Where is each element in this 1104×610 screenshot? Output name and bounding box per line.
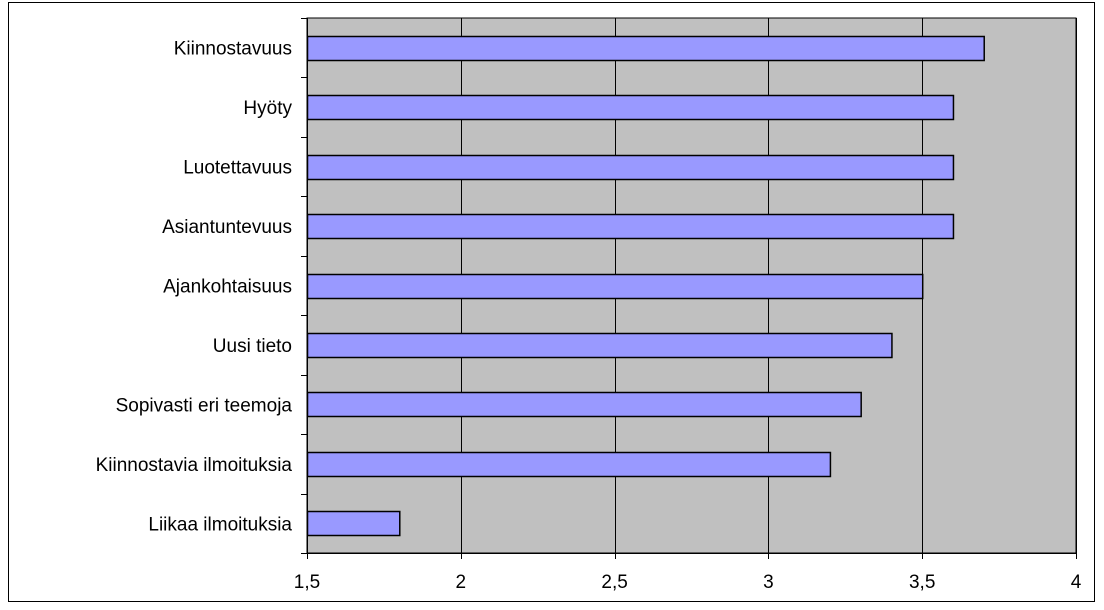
- labels: Kiinnostavuus Hyöty Luotettavuus Asiantunte…: [96, 39, 1082, 593]
- category-label: Hyöty: [243, 98, 292, 119]
- x-tick-label: 1,5: [294, 572, 320, 593]
- category-label: Kiinnostavia ilmoituksia: [96, 455, 293, 476]
- bar-0: [306, 35, 985, 62]
- bar-3: [306, 213, 955, 240]
- bar-1: [306, 94, 955, 121]
- bar-chart: Kiinnostavuus Hyöty Luotettavuus Asiantunte…: [96, 17, 1082, 593]
- bar-5: [306, 332, 893, 359]
- axes: [301, 18, 1077, 559]
- category-label: Kiinnostavuus: [174, 39, 292, 60]
- x-tick-label: 2,5: [601, 572, 627, 593]
- category-label: Asiantuntevuus: [162, 217, 292, 238]
- x-tick-label: 4: [1071, 572, 1082, 593]
- category-label: Luotettavuus: [183, 158, 292, 179]
- bar-4: [306, 273, 924, 300]
- category-label: Ajankohtaisuus: [163, 277, 292, 298]
- bar-6: [306, 391, 862, 418]
- category-label: Liikaa ilmoituksia: [148, 514, 292, 535]
- x-tick-label: 2: [456, 572, 467, 593]
- bar-7: [306, 451, 832, 478]
- x-tick-label: 3: [763, 572, 774, 593]
- chart-frame: Kiinnostavuus Hyöty Luotettavuus Asiantunte…: [8, 2, 1095, 602]
- bar-2: [306, 154, 955, 181]
- category-label: Sopivasti eri teemoja: [116, 395, 293, 416]
- x-tick-label: 3,5: [909, 572, 935, 593]
- category-label: Uusi tieto: [213, 336, 292, 357]
- bar-8: [306, 510, 401, 537]
